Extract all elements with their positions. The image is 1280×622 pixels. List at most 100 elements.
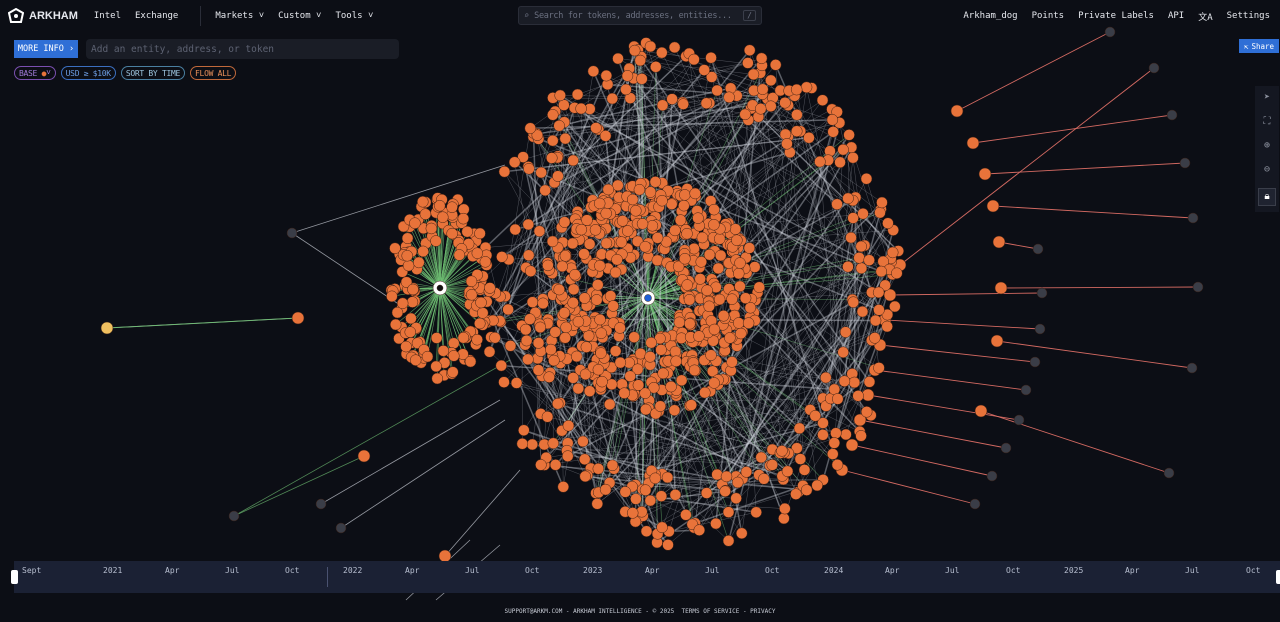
outer-address-node[interactable] [1186,362,1198,374]
graph-node[interactable] [765,74,777,87]
graph-node[interactable] [624,370,636,382]
graph-node[interactable] [571,88,584,101]
graph-node[interactable] [791,109,803,121]
graph-node[interactable] [639,241,651,253]
graph-node[interactable] [567,154,579,167]
graph-node[interactable] [578,292,591,304]
graph-node[interactable] [590,294,603,306]
graph-node[interactable] [569,268,581,281]
graph-node[interactable] [446,227,458,240]
graph-node[interactable] [688,364,701,377]
graph-node[interactable] [723,91,735,104]
graph-node[interactable] [357,449,371,463]
graph-node[interactable] [791,442,803,454]
graph-node[interactable] [656,194,668,207]
graph-node[interactable] [713,293,726,306]
graph-node[interactable] [621,225,634,237]
graph-node[interactable] [779,97,791,109]
graph-node[interactable] [869,314,882,327]
graph-node[interactable] [594,260,606,272]
graph-node[interactable] [694,273,706,285]
graph-node[interactable] [668,404,681,417]
graph-node[interactable] [413,256,425,269]
graph-node[interactable] [677,98,689,110]
graph-node[interactable] [722,506,735,518]
graph-node[interactable] [520,334,533,347]
graph-node[interactable] [732,267,745,280]
graph-node[interactable] [589,224,602,236]
graph-node[interactable] [606,459,619,472]
graph-node[interactable] [552,398,564,410]
outer-address-node[interactable] [1163,467,1175,479]
outer-address-node[interactable] [969,498,981,510]
graph-node[interactable] [736,527,748,540]
graph-node[interactable] [633,183,646,196]
graph-node[interactable] [847,296,860,308]
graph-node[interactable] [612,52,624,65]
graph-node[interactable] [874,206,886,219]
graph-node[interactable] [657,367,669,380]
graph-node[interactable] [742,317,755,329]
graph-node[interactable] [542,259,554,272]
graph-node[interactable] [417,245,429,258]
graph-node[interactable] [475,296,487,309]
share-button[interactable]: ⇱ Share [1239,39,1279,53]
graph-node[interactable] [590,122,602,134]
graph-node[interactable] [579,470,592,483]
graph-node[interactable] [722,535,735,547]
graph-node[interactable] [621,70,634,82]
graph-node[interactable] [679,189,691,201]
graph-node[interactable] [695,256,707,268]
graph-node[interactable] [855,262,868,274]
graph-node[interactable] [474,227,486,240]
graph-node[interactable] [800,484,813,496]
graph-node[interactable] [882,217,894,229]
graph-node[interactable] [557,481,570,493]
outer-address-node[interactable] [1192,281,1204,293]
graph-node[interactable] [873,304,885,316]
graph-node[interactable] [537,297,549,310]
graph-node[interactable] [430,235,442,247]
outer-address-node[interactable] [1148,62,1160,74]
graph-node[interactable] [401,232,414,245]
graph-node[interactable] [700,487,713,499]
graph-node[interactable] [471,333,483,346]
graph-node[interactable] [545,343,557,356]
graph-node[interactable] [672,260,685,273]
graph-node[interactable] [828,437,841,449]
graph-node[interactable] [640,403,652,416]
graph-node[interactable] [516,438,529,450]
graph-node[interactable] [404,326,417,338]
graph-node[interactable] [534,321,547,334]
graph-node[interactable] [692,212,704,224]
graph-node[interactable] [740,466,753,478]
nav-settings[interactable]: Settings [1226,11,1270,21]
graph-node[interactable] [755,52,768,65]
graph-node[interactable] [683,293,696,306]
graph-node[interactable] [437,211,449,223]
graph-node[interactable] [891,267,903,279]
graph-node[interactable] [679,252,691,265]
outer-address-node[interactable] [1029,356,1041,368]
graph-node[interactable] [626,193,639,206]
graph-node[interactable] [720,470,733,483]
graph-node[interactable] [517,151,529,163]
graph-node[interactable] [552,170,564,182]
graph-node[interactable] [578,453,591,466]
graph-node[interactable] [994,281,1008,295]
graph-node[interactable] [599,130,612,142]
graph-node[interactable] [539,184,551,197]
arkham-logo[interactable]: ARKHAM [8,8,78,24]
graph-node[interactable] [425,222,438,235]
graph-node[interactable] [693,524,706,536]
graph-node[interactable] [754,103,767,115]
graph-node[interactable] [842,260,854,273]
graph-node[interactable] [793,422,806,435]
graph-node[interactable] [431,372,444,385]
graph-node[interactable] [696,231,709,244]
graph-node[interactable] [580,341,593,353]
graph-node[interactable] [817,417,829,429]
graph-node[interactable] [681,227,693,240]
graph-node[interactable] [699,386,711,399]
graph-node[interactable] [600,237,613,250]
